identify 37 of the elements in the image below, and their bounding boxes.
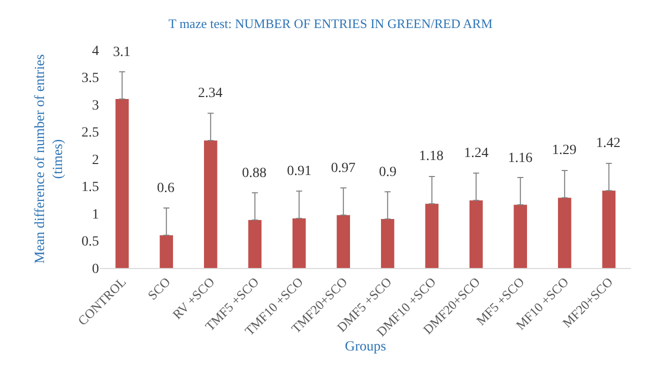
- bar: [336, 215, 350, 268]
- data-label: 0.97: [331, 161, 356, 176]
- y-tick-label: 4: [92, 44, 99, 59]
- x-axis-title: Groups: [344, 340, 386, 355]
- data-label: 0.88: [242, 166, 266, 181]
- y-axis-title: Mean difference of number of entries (times): [32, 54, 66, 264]
- data-label: 0.9: [379, 165, 396, 180]
- data-label: 0.91: [287, 164, 312, 179]
- y-tick-label: 0: [92, 262, 99, 277]
- y-tick-label: 2: [92, 152, 99, 168]
- bar: [380, 218, 394, 268]
- chart-title: T maze test: NUMBER OF ENTRIES IN GREEN/RED ARM: [168, 16, 493, 31]
- bar: [558, 198, 572, 268]
- y-tick-label: 0.5: [82, 234, 99, 250]
- y-tick-label: 3.5: [82, 71, 99, 86]
- data-label: 1.29: [552, 143, 576, 158]
- data-label: 1.18: [419, 149, 444, 164]
- bar: [602, 190, 616, 268]
- data-label: 3.1: [113, 45, 130, 60]
- data-label: 0.6: [157, 181, 174, 196]
- bar: [469, 200, 483, 268]
- data-label: 1.16: [508, 151, 532, 166]
- bar: [248, 220, 262, 268]
- y-tick-label: 1: [92, 207, 99, 222]
- bar: [425, 204, 439, 268]
- bar: [115, 99, 129, 268]
- y-tick-label: 1.5: [82, 180, 99, 196]
- x-tick-label: SCO: [144, 274, 174, 303]
- bar: [204, 140, 218, 268]
- bar: [292, 218, 306, 268]
- data-label: 1.24: [464, 146, 488, 161]
- y-tick-label: 2.5: [82, 126, 99, 141]
- y-tick-label: 3: [92, 98, 99, 114]
- data-label: 1.42: [596, 136, 620, 151]
- data-label: 2.34: [198, 86, 222, 101]
- bar: [514, 204, 528, 268]
- bar: [160, 235, 174, 268]
